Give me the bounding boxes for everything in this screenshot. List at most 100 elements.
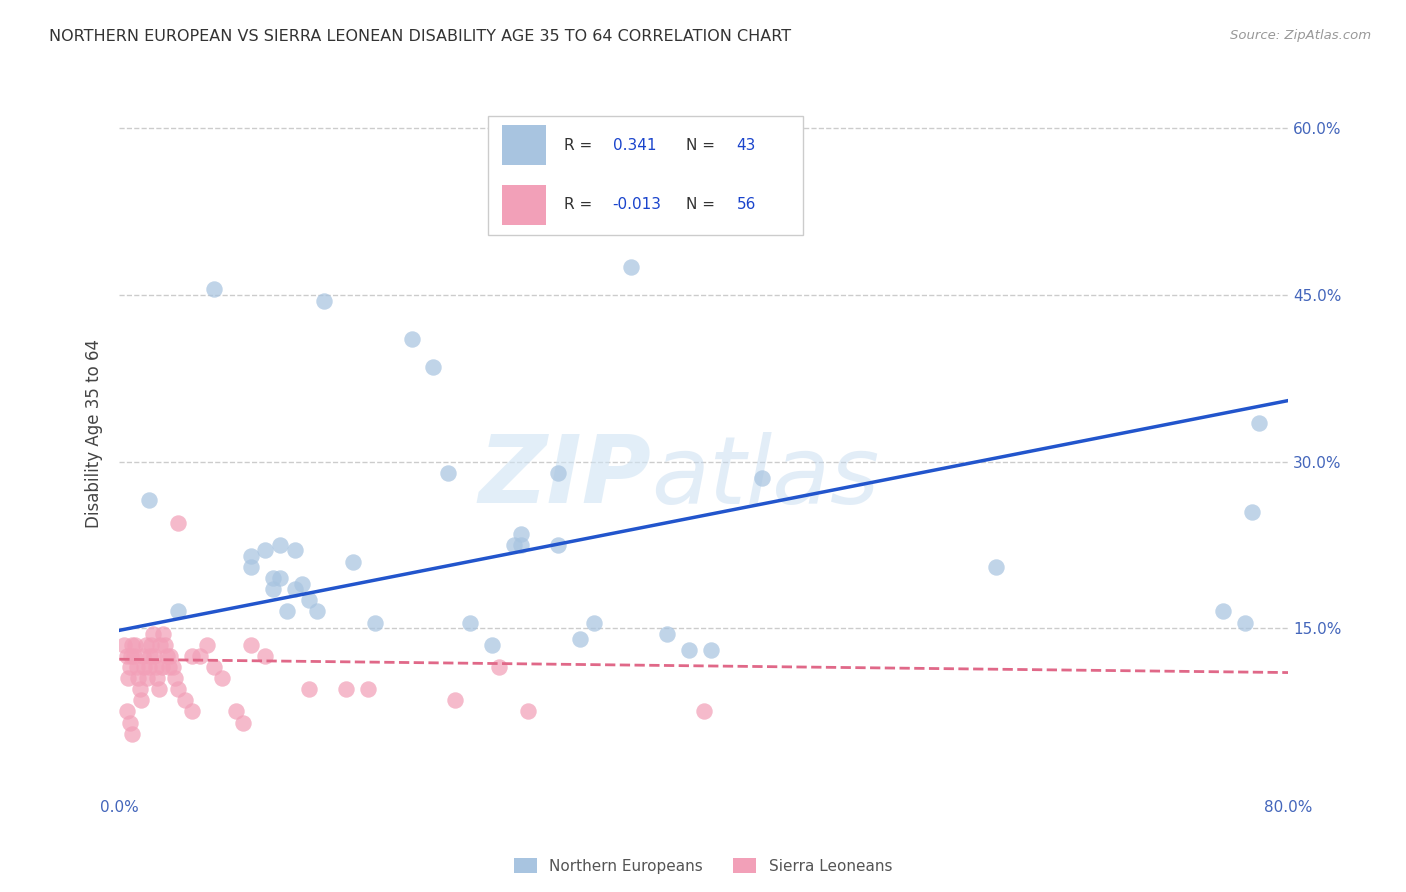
- FancyBboxPatch shape: [502, 125, 546, 165]
- Point: [254, 648, 277, 663]
- Text: ZIP: ZIP: [478, 431, 651, 523]
- Point: [620, 260, 643, 275]
- Point: [583, 615, 606, 630]
- Point: [120, 648, 142, 663]
- Point: [401, 333, 423, 347]
- Text: R =: R =: [564, 137, 596, 153]
- Point: [211, 671, 233, 685]
- Point: [166, 682, 188, 697]
- Point: [162, 660, 184, 674]
- Point: [547, 466, 569, 480]
- Point: [142, 626, 165, 640]
- Point: [118, 660, 141, 674]
- Point: [136, 671, 159, 685]
- Point: [163, 671, 186, 685]
- Point: [146, 671, 169, 685]
- Text: N =: N =: [686, 137, 720, 153]
- Text: 43: 43: [737, 137, 756, 153]
- FancyBboxPatch shape: [488, 116, 803, 235]
- Point: [112, 638, 135, 652]
- Point: [156, 648, 179, 663]
- Point: [131, 648, 153, 663]
- Point: [678, 643, 700, 657]
- Point: [458, 615, 481, 630]
- Point: [437, 466, 460, 480]
- Point: [1240, 505, 1263, 519]
- Point: [357, 682, 380, 697]
- Point: [422, 360, 444, 375]
- Point: [239, 638, 262, 652]
- Point: [502, 538, 524, 552]
- Text: NORTHERN EUROPEAN VS SIERRA LEONEAN DISABILITY AGE 35 TO 64 CORRELATION CHART: NORTHERN EUROPEAN VS SIERRA LEONEAN DISA…: [49, 29, 792, 44]
- Point: [657, 626, 679, 640]
- Point: [751, 471, 773, 485]
- Point: [568, 632, 591, 647]
- Point: [150, 660, 173, 674]
- Point: [181, 705, 204, 719]
- Point: [693, 705, 716, 719]
- Text: atlas: atlas: [651, 432, 880, 523]
- Point: [159, 648, 181, 663]
- Point: [138, 493, 160, 508]
- FancyBboxPatch shape: [502, 185, 546, 225]
- Point: [444, 693, 467, 707]
- Text: Source: ZipAtlas.com: Source: ZipAtlas.com: [1230, 29, 1371, 42]
- Point: [517, 705, 540, 719]
- Point: [305, 605, 328, 619]
- Point: [284, 543, 307, 558]
- Point: [143, 648, 166, 663]
- Point: [510, 538, 533, 552]
- Point: [284, 582, 307, 597]
- Point: [510, 526, 533, 541]
- Y-axis label: Disability Age 35 to 64: Disability Age 35 to 64: [86, 339, 103, 528]
- Point: [139, 648, 162, 663]
- Point: [342, 555, 364, 569]
- Legend: Northern Europeans, Sierra Leoneans: Northern Europeans, Sierra Leoneans: [508, 852, 898, 880]
- Point: [641, 138, 664, 153]
- Point: [239, 560, 262, 574]
- Point: [202, 660, 225, 674]
- Point: [984, 560, 1007, 574]
- Point: [481, 638, 503, 652]
- Point: [262, 571, 284, 585]
- Point: [166, 516, 188, 530]
- Point: [118, 715, 141, 730]
- Point: [239, 549, 262, 563]
- Point: [125, 660, 148, 674]
- Point: [121, 638, 143, 652]
- Point: [202, 283, 225, 297]
- Point: [153, 638, 176, 652]
- Point: [262, 582, 284, 597]
- Point: [166, 605, 188, 619]
- Text: R =: R =: [564, 197, 596, 212]
- Point: [195, 638, 218, 652]
- Point: [335, 682, 357, 697]
- Point: [276, 605, 298, 619]
- Text: -0.013: -0.013: [613, 197, 662, 212]
- Point: [181, 648, 204, 663]
- Point: [700, 643, 723, 657]
- Point: [298, 682, 321, 697]
- Text: 0.341: 0.341: [613, 137, 657, 153]
- Point: [134, 660, 156, 674]
- Point: [127, 671, 149, 685]
- Point: [128, 682, 150, 697]
- Point: [117, 671, 139, 685]
- Text: 56: 56: [737, 197, 756, 212]
- Point: [547, 538, 569, 552]
- Point: [269, 538, 291, 552]
- Point: [149, 638, 172, 652]
- Point: [232, 715, 254, 730]
- Point: [1249, 416, 1271, 430]
- Point: [291, 576, 314, 591]
- Point: [121, 726, 143, 740]
- Point: [122, 648, 145, 663]
- Point: [225, 705, 247, 719]
- Point: [145, 660, 167, 674]
- Point: [141, 638, 163, 652]
- Point: [531, 188, 554, 202]
- Point: [1212, 605, 1234, 619]
- Point: [312, 293, 335, 308]
- Point: [135, 638, 157, 652]
- Point: [152, 626, 174, 640]
